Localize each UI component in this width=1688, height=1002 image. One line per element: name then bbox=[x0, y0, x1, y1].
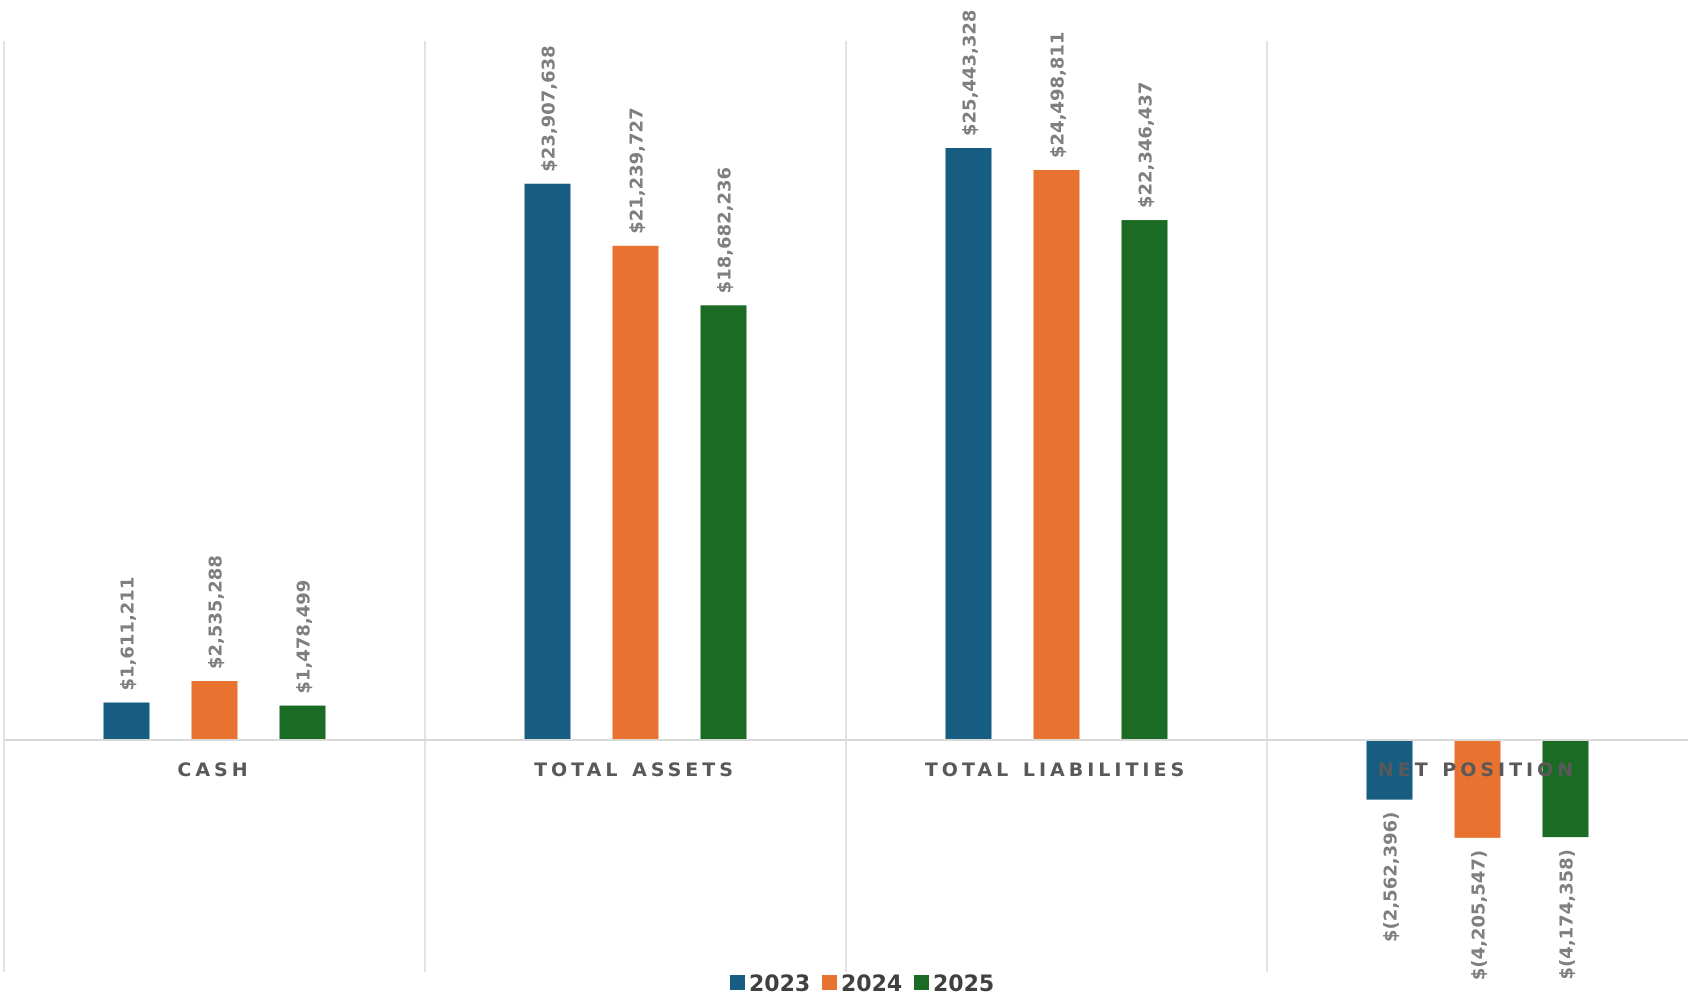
bar-2025-1 bbox=[700, 305, 747, 740]
value-label: $(2,562,396) bbox=[1381, 812, 1402, 942]
value-label: $18,682,236 bbox=[715, 167, 736, 293]
bar-2023-1 bbox=[524, 183, 571, 740]
value-label: $2,535,288 bbox=[206, 555, 227, 669]
bar-2023-2 bbox=[945, 148, 992, 740]
bar-2024-0 bbox=[191, 681, 238, 740]
bar-2025-2 bbox=[1121, 220, 1168, 741]
legend-label-2024: 2024 bbox=[841, 972, 902, 997]
category-label: TOTAL ASSETS bbox=[534, 759, 737, 781]
value-label: $22,346,437 bbox=[1136, 82, 1157, 208]
legend-swatch-2024 bbox=[822, 975, 837, 990]
bar-2025-3 bbox=[1542, 740, 1589, 838]
value-label: $21,239,727 bbox=[627, 107, 648, 233]
value-label: $(4,174,358) bbox=[1557, 849, 1578, 979]
value-label: $24,498,811 bbox=[1048, 32, 1069, 158]
bar-2024-3 bbox=[1454, 740, 1501, 838]
legend-label-2023: 2023 bbox=[749, 972, 810, 997]
value-label: $1,478,499 bbox=[294, 580, 315, 694]
value-label: $23,907,638 bbox=[539, 45, 560, 171]
bar-2024-1 bbox=[612, 245, 659, 740]
bar-2023-3 bbox=[1366, 740, 1413, 800]
legend-swatch-2025 bbox=[914, 975, 929, 990]
value-label: $1,611,211 bbox=[118, 577, 139, 691]
value-label: $(4,205,547) bbox=[1469, 850, 1490, 980]
bar-2024-2 bbox=[1033, 169, 1080, 741]
legend-label-2025: 2025 bbox=[933, 972, 994, 997]
category-label: CASH bbox=[177, 759, 251, 781]
bar-2023-0 bbox=[103, 702, 150, 740]
bar-2025-0 bbox=[279, 705, 326, 740]
category-label: TOTAL LIABILITIES bbox=[925, 759, 1188, 781]
category-label: NET POSITION bbox=[1378, 759, 1577, 781]
legend-swatch-2023 bbox=[730, 975, 745, 990]
value-label: $25,443,328 bbox=[960, 10, 981, 136]
